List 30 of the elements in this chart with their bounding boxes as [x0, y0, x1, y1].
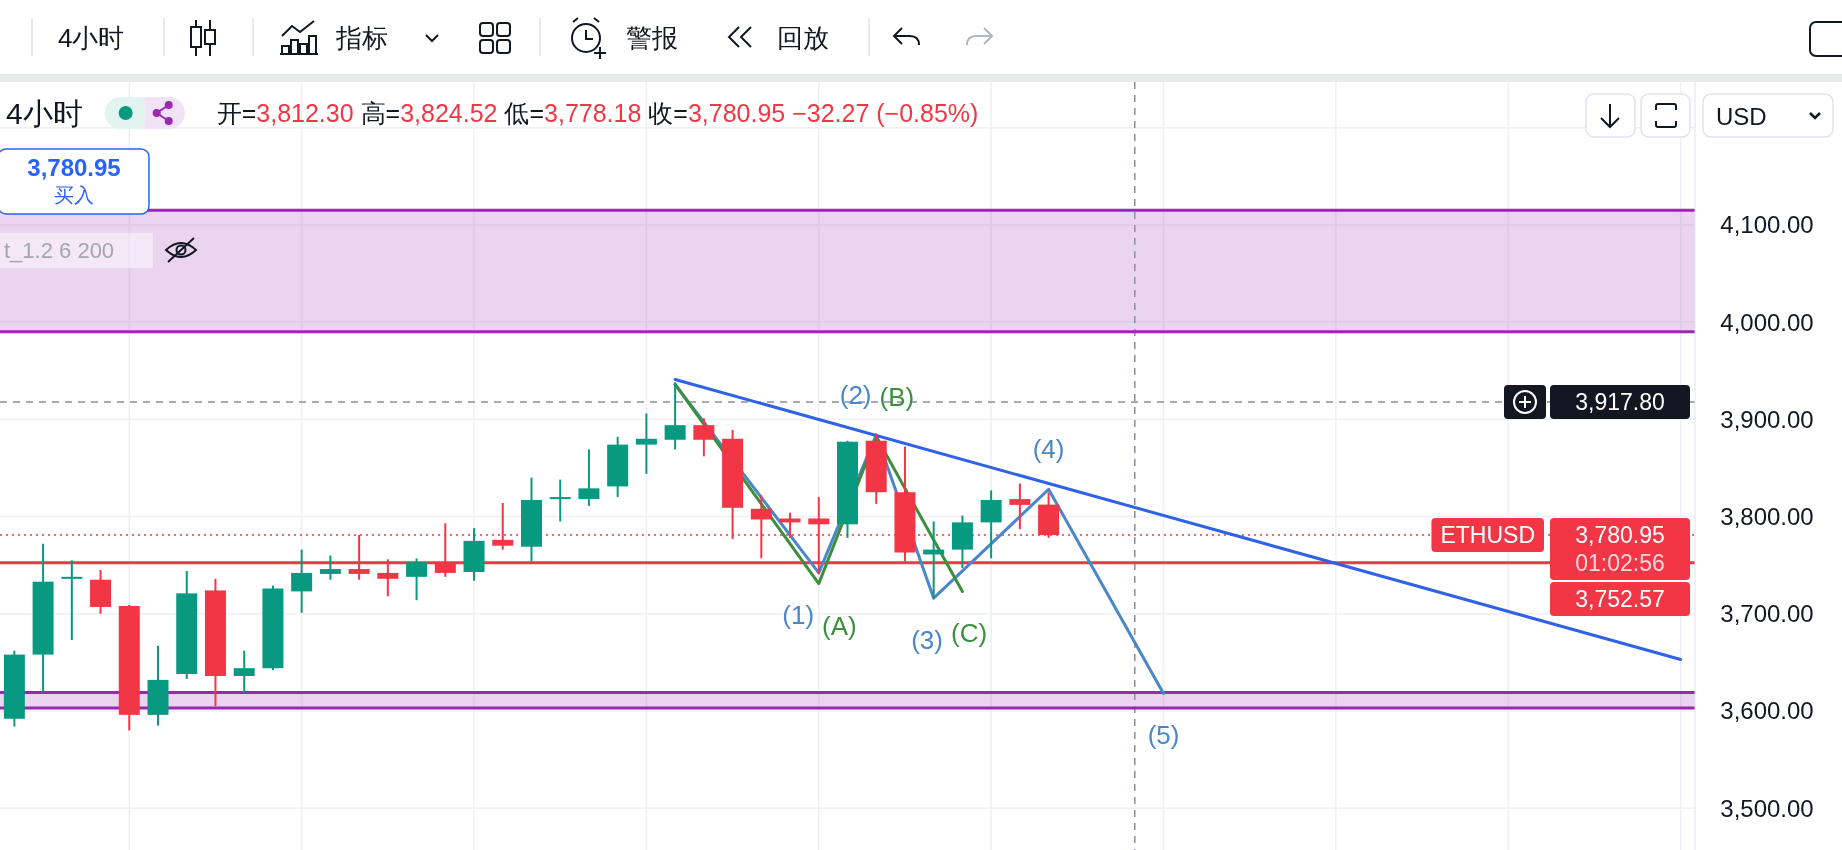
annotation: (3)	[911, 625, 943, 656]
text: 警报	[626, 23, 678, 53]
text: 指标	[335, 23, 388, 53]
y-tick-label: 3,800.00	[1720, 503, 1814, 531]
annotation: 01:02:56	[1575, 550, 1665, 577]
text: 回放	[777, 23, 829, 53]
text: 4小时	[58, 23, 125, 53]
text: 4小时	[6, 96, 83, 130]
y-tick-label: 4,100.00	[1720, 211, 1814, 239]
annotation: (A)	[822, 610, 857, 641]
annotation: (5)	[1147, 720, 1180, 751]
ref-line-label: 3,917.80	[1575, 389, 1665, 416]
y-tick-label: 4,000.00	[1720, 308, 1814, 336]
y-tick-label: 3,700.00	[1720, 600, 1814, 628]
annotation: 买入	[54, 184, 94, 206]
annotation: (C)	[950, 618, 988, 649]
y-tick-label: 3,600.00	[1720, 697, 1814, 725]
annotation: (B)	[879, 381, 915, 412]
annotation: 3,780.95	[27, 153, 121, 181]
text: 开=3,812.30 高=3,824.52 低=3,778.18 收=3,780.95 −32.27 (−0.85%)	[216, 99, 979, 127]
ref-line-label: 3,752.57	[1575, 586, 1665, 613]
text: USD	[1716, 102, 1767, 130]
annotation: (2)	[839, 379, 872, 410]
y-tick-label: 3,900.00	[1720, 405, 1814, 433]
annotation: ETHUSD	[1440, 522, 1535, 549]
annotation: (1)	[782, 599, 815, 630]
annotation: t_1.2 6 200	[4, 237, 115, 263]
annotation: (4)	[1032, 434, 1065, 465]
ref-line-label: 3,780.95	[1575, 522, 1665, 549]
y-tick-label: 3,500.00	[1720, 794, 1814, 822]
